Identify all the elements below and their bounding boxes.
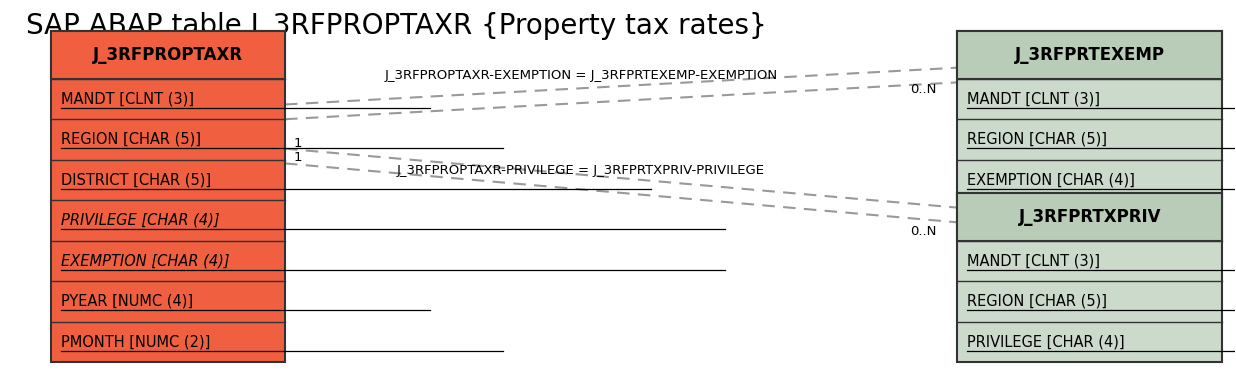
Text: 1: 1 [294,137,302,150]
Text: REGION [CHAR (5)]: REGION [CHAR (5)] [967,132,1107,147]
Text: MANDT [CLNT (3)]: MANDT [CLNT (3)] [967,253,1100,269]
Bar [957,31,1222,79]
Text: 1: 1 [294,151,302,164]
Text: PRIVILEGE [CHAR (4)]: PRIVILEGE [CHAR (4)] [967,335,1125,349]
Text: J_3RFPROPTAXR-PRIVILEGE = J_3RFPRTXPRIV-PRIVILEGE: J_3RFPROPTAXR-PRIVILEGE = J_3RFPRTXPRIV-… [397,164,765,177]
Text: EXEMPTION [CHAR (4)]: EXEMPTION [CHAR (4)] [967,173,1135,187]
Text: REGION [CHAR (5)]: REGION [CHAR (5)] [967,294,1107,309]
Text: PYEAR [NUMC (4)]: PYEAR [NUMC (4)] [61,294,193,309]
Bar [51,31,286,79]
Bar [957,193,1222,362]
Text: EXEMPTION [CHAR (4)]: EXEMPTION [CHAR (4)] [61,253,229,269]
Text: REGION [CHAR (5)]: REGION [CHAR (5)] [61,132,200,147]
Text: PRIVILEGE [CHAR (4)]: PRIVILEGE [CHAR (4)] [61,213,219,228]
Text: J_3RFPROPTAXR: J_3RFPROPTAXR [93,46,243,64]
Text: J_3RFPROPTAXR-EXEMPTION = J_3RFPRTEXEMP-EXEMPTION: J_3RFPROPTAXR-EXEMPTION = J_3RFPRTEXEMP-… [384,69,777,82]
Text: SAP ABAP table J_3RFPROPTAXR {Property tax rates}: SAP ABAP table J_3RFPROPTAXR {Property t… [26,13,766,42]
Text: J_3RFPRTXPRIV: J_3RFPRTXPRIV [1018,208,1161,226]
Bar [957,31,1222,200]
Text: DISTRICT [CHAR (5)]: DISTRICT [CHAR (5)] [61,173,210,187]
Bar [957,193,1222,241]
Text: 0..N: 0..N [910,83,936,96]
Text: PMONTH [NUMC (2)]: PMONTH [NUMC (2)] [61,335,210,349]
Text: MANDT [CLNT (3)]: MANDT [CLNT (3)] [61,92,194,106]
Text: J_3RFPRTEXEMP: J_3RFPRTEXEMP [1015,46,1164,64]
Bar [51,31,286,362]
Text: 0..N: 0..N [910,225,936,238]
Text: MANDT [CLNT (3)]: MANDT [CLNT (3)] [967,92,1100,106]
